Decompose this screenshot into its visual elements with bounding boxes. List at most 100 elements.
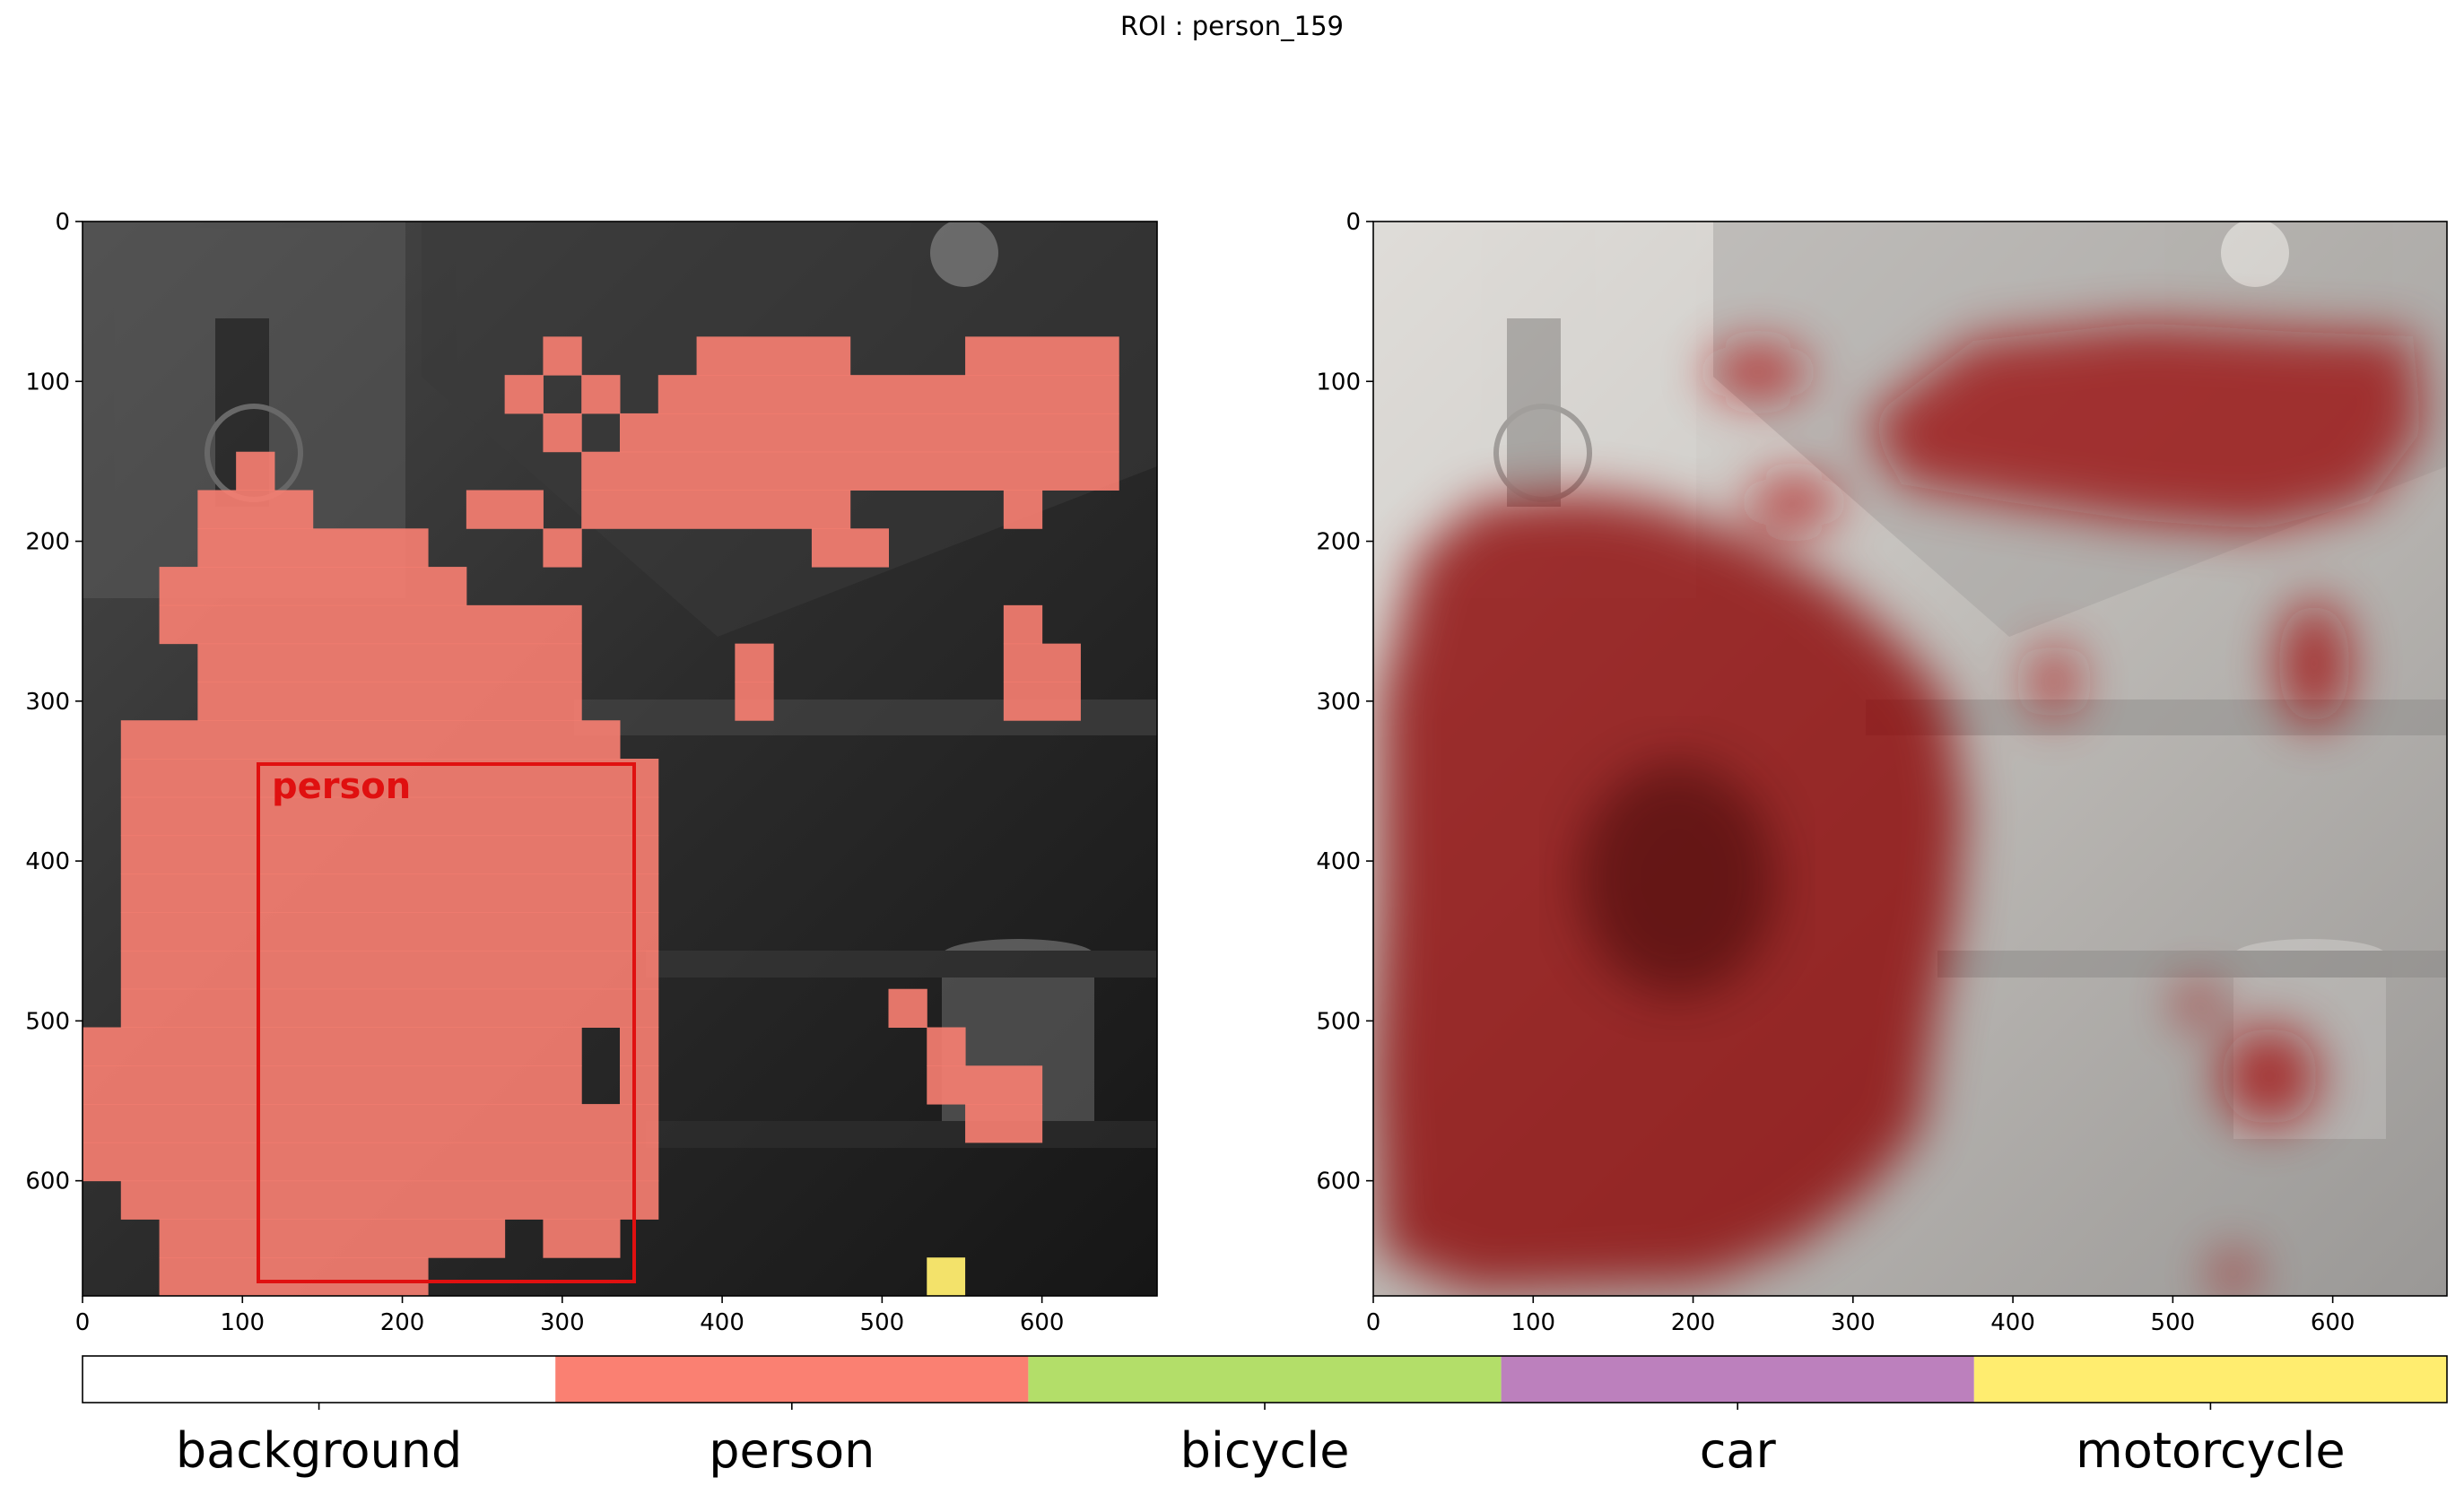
left-x-axis: 0 100 200 300 400 500 600: [75, 1296, 1065, 1336]
mask-cell: [197, 528, 429, 568]
x-tick-label: 200: [1671, 1309, 1716, 1336]
y-tick-label: 400: [25, 848, 70, 875]
mask-cell: [197, 643, 582, 682]
x-tick-label: 300: [1831, 1309, 1876, 1336]
mask-cell: [83, 1142, 659, 1182]
y-tick-label: 0: [1345, 209, 1361, 236]
legend-swatch: [555, 1356, 1029, 1403]
mask-cell: [927, 1257, 966, 1296]
mask-cell: [236, 451, 275, 491]
left-panel-segmentation: person 0 100 200 300 400 500 600 0 100 200 300 400…: [25, 209, 1158, 1336]
x-tick-label: 100: [1511, 1309, 1555, 1336]
legend-label: background: [176, 1422, 462, 1479]
mask-cell: [1003, 490, 1043, 529]
y-tick-label: 300: [1316, 689, 1361, 716]
legend-frame: [82, 1355, 2448, 1403]
y-tick-label: 500: [25, 1008, 70, 1035]
legend-label: car: [1700, 1422, 1777, 1479]
mask-cell: [811, 528, 889, 568]
mask-cell: [543, 336, 582, 376]
legend-swatch: [83, 1356, 556, 1403]
right-x-axis: 0 100 200 300 400 500 600: [1366, 1296, 2355, 1336]
heatmap-hotspot: [1579, 762, 1776, 995]
x-tick-label: 0: [1366, 1309, 1381, 1336]
x-tick-label: 600: [2311, 1309, 2355, 1336]
mask-cell: [696, 336, 851, 376]
x-tick-label: 500: [860, 1309, 905, 1336]
figure-title: ROI : person_159: [1120, 11, 1344, 41]
mask-cell: [581, 490, 851, 529]
class-legend-colorbar: background person bicycle car motorcycle: [82, 1355, 2448, 1479]
mask-cell: [620, 1065, 659, 1105]
mask-cell: [620, 413, 1119, 453]
legend-swatch: [1028, 1356, 1502, 1403]
mask-cell: [120, 796, 659, 837]
legend-swatch: [1973, 1356, 2447, 1403]
legend-label: bicycle: [1180, 1422, 1350, 1479]
mask-cell: [120, 873, 659, 913]
mask-cell: [543, 528, 582, 568]
mask-cell: [888, 988, 927, 1028]
mask-cell: [197, 682, 582, 721]
y-tick-label: 100: [25, 369, 70, 395]
right-panel-heatmap: 0 100 200 300 400 500 600 0 100 200 300 400 500 600: [1316, 209, 2448, 1336]
mask-cell: [543, 1219, 621, 1258]
mask-cell: [83, 1104, 659, 1143]
motorcycle-segmentation-mask: [927, 1257, 966, 1296]
mask-cell: [159, 1257, 429, 1296]
mask-cell: [504, 375, 544, 414]
mask-cell: [965, 336, 1119, 376]
y-tick-label: 500: [1316, 1008, 1361, 1035]
left-y-axis: 0 100 200 300 400 500 600: [25, 209, 83, 1195]
right-axes-frame: [1372, 221, 2448, 1297]
mask-cell: [120, 1180, 659, 1220]
mask-cell: [1003, 643, 1081, 682]
mask-cell: [965, 1104, 1043, 1143]
mask-cell: [83, 1065, 582, 1105]
x-tick-label: 0: [75, 1309, 91, 1336]
mask-cell: [581, 451, 1119, 491]
y-tick-label: 200: [1316, 529, 1361, 556]
y-tick-label: 100: [1316, 369, 1361, 395]
mask-cell: [120, 950, 659, 990]
x-tick-label: 400: [700, 1309, 744, 1336]
mask-cell: [197, 490, 314, 529]
x-tick-label: 200: [380, 1309, 425, 1336]
x-tick-label: 400: [1990, 1309, 2035, 1336]
y-tick-label: 400: [1316, 848, 1361, 875]
person-bounding-box: [257, 762, 636, 1283]
mask-cell: [466, 490, 544, 529]
left-axes-frame: [82, 221, 1158, 1297]
mask-cell: [927, 1065, 1043, 1105]
mask-cell: [927, 1027, 966, 1066]
mask-cell: [735, 682, 774, 721]
x-tick-label: 300: [540, 1309, 585, 1336]
legend-label: motorcycle: [2076, 1422, 2345, 1479]
mask-cell: [1003, 682, 1081, 721]
mask-cell: [120, 988, 659, 1028]
y-tick-label: 200: [25, 529, 70, 556]
mask-cell: [620, 1027, 659, 1066]
x-tick-label: 600: [1020, 1309, 1065, 1336]
mask-cell: [581, 375, 621, 414]
y-tick-label: 300: [25, 689, 70, 716]
person-segmentation-mask: [83, 336, 1119, 1296]
y-tick-label: 0: [55, 209, 70, 236]
mask-cell: [159, 1219, 506, 1258]
bounding-box-label: person: [272, 766, 411, 807]
mask-cell: [543, 413, 582, 453]
x-tick-label: 500: [2151, 1309, 2196, 1336]
legend-label: person: [709, 1422, 875, 1479]
mask-cell: [159, 567, 467, 606]
mask-cell: [159, 604, 582, 645]
mask-cell: [120, 720, 621, 760]
legend-swatch: [1501, 1356, 1974, 1403]
mask-cell: [735, 643, 774, 682]
mask-cell: [83, 1027, 582, 1066]
y-tick-label: 600: [25, 1169, 70, 1195]
mask-cell: [657, 375, 1119, 414]
x-tick-label: 100: [220, 1309, 265, 1336]
right-y-axis: 0 100 200 300 400 500 600: [1316, 209, 1373, 1195]
mask-cell: [120, 835, 659, 874]
